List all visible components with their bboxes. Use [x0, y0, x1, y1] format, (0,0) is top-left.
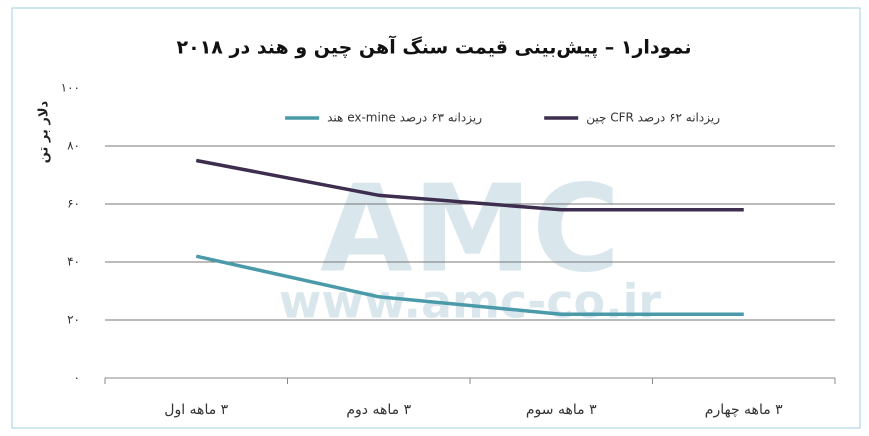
watermark: AMC	[320, 161, 620, 300]
y-tick-label: ۶۰	[67, 197, 80, 211]
x-tick-label: ۳ ماهه دوم	[346, 402, 411, 418]
chart-title: نمودار۱ – پیش‌بینی قیمت سنگ آهن چین و هن…	[177, 35, 692, 59]
y-tick-label: ۱۰۰	[61, 81, 80, 95]
x-tick-label: ۳ ماهه چهارم	[705, 402, 783, 418]
x-tick-label: ۳ ماهه سوم	[526, 402, 597, 418]
line	[195, 158, 744, 212]
line	[195, 254, 744, 316]
legend-label: ریزدانه ۶۲ درصد CFR چین	[586, 111, 720, 126]
x-tick-label: ۳ ماهه اول	[164, 402, 228, 418]
y-axis-title: دلار بر تن	[37, 100, 52, 163]
y-tick-label: ۴۰	[67, 255, 80, 269]
y-tick-label: ۸۰	[67, 139, 80, 153]
y-tick-label: ۲۰	[67, 313, 80, 327]
y-tick-label: ۰	[74, 371, 80, 385]
legend-label: ریزدانه ۶۳ درصد ex-mine هند	[327, 111, 482, 126]
frame	[11, 7, 861, 429]
